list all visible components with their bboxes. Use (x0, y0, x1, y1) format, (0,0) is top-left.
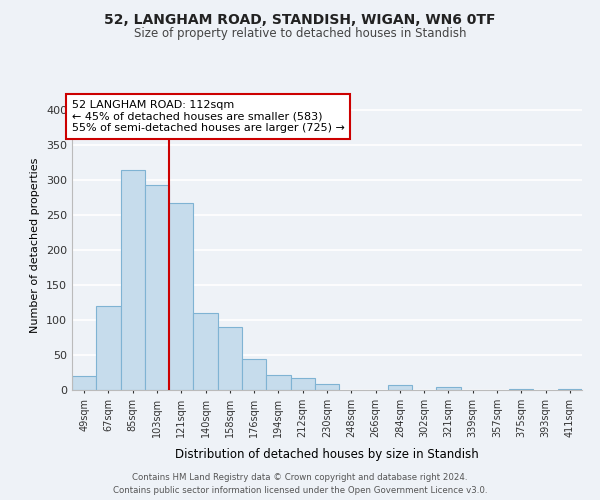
Bar (558, 388, 582, 390)
Text: Contains HM Land Registry data © Crown copyright and database right 2024.
Contai: Contains HM Land Registry data © Crown c… (113, 474, 487, 495)
Bar (315, 384, 339, 390)
Bar (266, 374, 290, 390)
Text: Size of property relative to detached houses in Standish: Size of property relative to detached ho… (134, 28, 466, 40)
Bar (169, 204, 193, 390)
Bar (218, 327, 242, 390)
Text: 52 LANGHAM ROAD: 112sqm
← 45% of detached houses are smaller (583)
55% of semi-d: 52 LANGHAM ROAD: 112sqm ← 45% of detache… (72, 100, 345, 133)
Bar (290, 378, 315, 390)
Bar (509, 388, 533, 390)
Bar (72, 376, 96, 390)
Bar (193, 313, 218, 390)
Bar (436, 386, 461, 390)
X-axis label: Distribution of detached houses by size in Standish: Distribution of detached houses by size … (175, 448, 479, 461)
Bar (242, 360, 266, 390)
Bar (96, 306, 121, 390)
Text: 52, LANGHAM ROAD, STANDISH, WIGAN, WN6 0TF: 52, LANGHAM ROAD, STANDISH, WIGAN, WN6 0… (104, 12, 496, 26)
Bar (145, 186, 169, 390)
Y-axis label: Number of detached properties: Number of detached properties (31, 158, 40, 332)
Bar (388, 385, 412, 390)
Bar (121, 170, 145, 390)
